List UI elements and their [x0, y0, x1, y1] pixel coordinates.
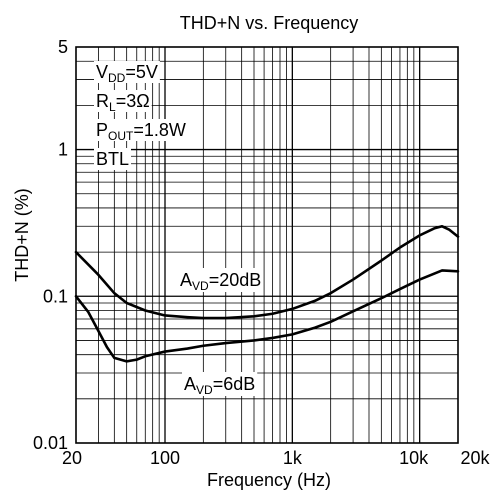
- condition-label: VDD=5V: [96, 62, 158, 85]
- x-axis-label: Frequency (Hz): [207, 470, 331, 490]
- plot-frame: [75, 46, 459, 444]
- y-tick-label: 0.01: [33, 433, 68, 453]
- x-tick-label: 1k: [283, 448, 303, 468]
- series-label: AVD=20dB: [180, 270, 261, 293]
- y-tick-label: 0.1: [43, 286, 68, 306]
- condition-bg: [94, 148, 132, 170]
- x-tick-label: 10k: [399, 448, 429, 468]
- series-label-bg: [182, 372, 258, 396]
- series-line: [74, 224, 460, 320]
- series-label-bg: [178, 268, 264, 292]
- condition-label: POUT=1.8W: [96, 120, 186, 143]
- series-label: AVD=6dB: [184, 374, 255, 397]
- condition-bg: [94, 119, 188, 141]
- x-tick-label: 100: [150, 448, 180, 468]
- y-tick-label: 5: [58, 37, 68, 57]
- series-line: [74, 269, 460, 363]
- chart-title: THD+N vs. Frequency: [180, 13, 359, 33]
- condition-bg: [94, 61, 160, 83]
- condition-label: RL=3Ω: [96, 91, 150, 114]
- y-axis-label: THD+N (%): [12, 188, 32, 282]
- x-tick-label: 20: [62, 448, 82, 468]
- condition-label: BTL: [96, 149, 129, 169]
- y-tick-label: 1: [58, 140, 68, 160]
- x-tick-label: 20k: [460, 448, 490, 468]
- condition-bg: [94, 90, 152, 112]
